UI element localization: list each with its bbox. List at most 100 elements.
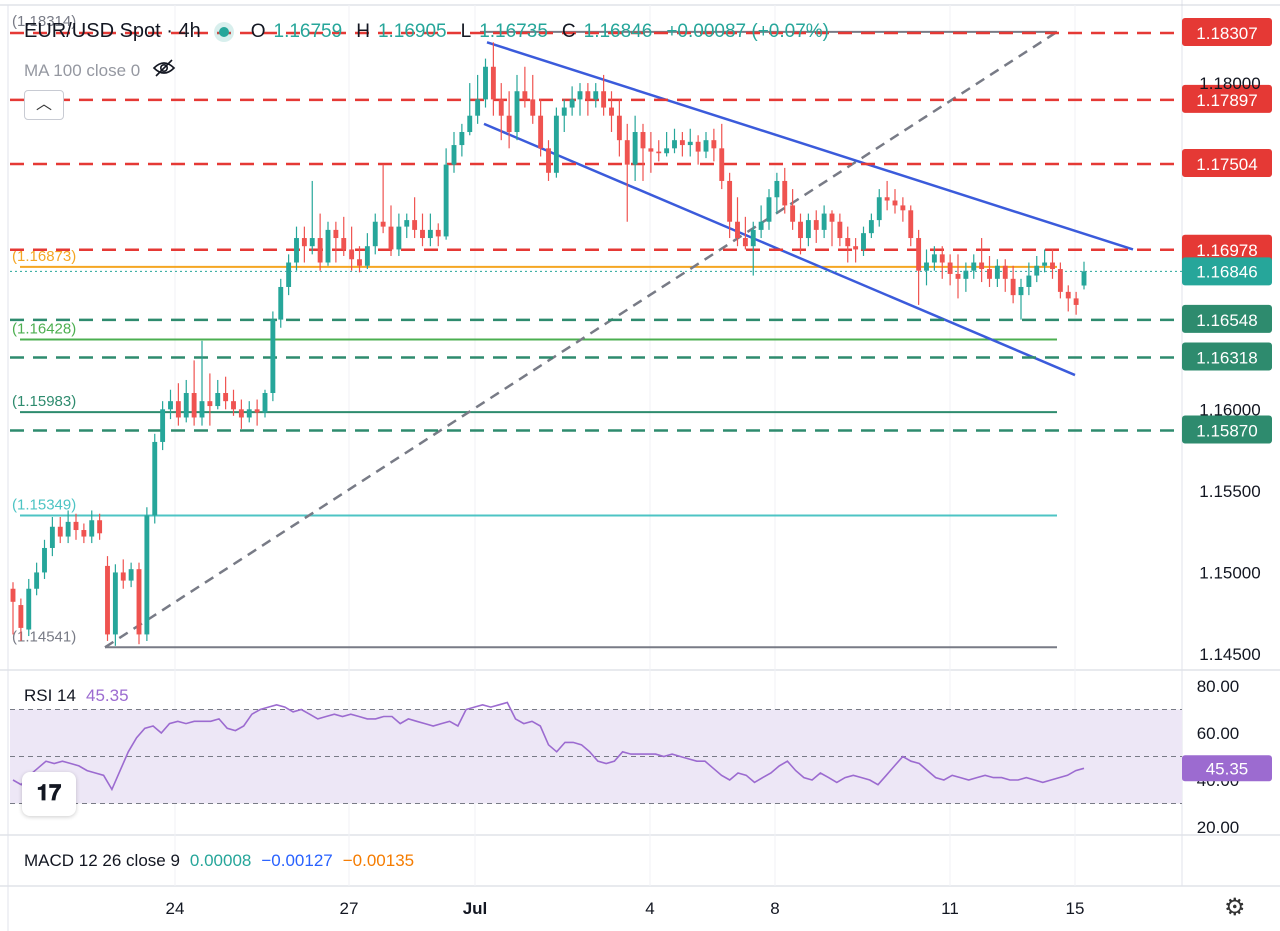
candle-body	[798, 221, 803, 239]
candle-body	[924, 262, 929, 271]
candle-body	[987, 269, 992, 279]
candle-body	[845, 238, 851, 247]
price-axis-tick: 1.14500	[1199, 645, 1260, 664]
low-value: 1.16735	[479, 20, 548, 42]
candle-body	[963, 270, 969, 279]
support-level-tag	[1182, 342, 1272, 371]
candle-body	[372, 221, 378, 247]
candle-body	[388, 226, 394, 250]
candle-body	[420, 229, 425, 239]
fib-level-label: (1.15349)	[12, 497, 76, 514]
symbol-header: EUR/USD Spot · 4h O 1.16759 H 1.16905 L 1.1…	[24, 20, 835, 43]
candle-body	[1002, 265, 1008, 279]
candle-body	[427, 229, 433, 239]
price-axis-tick: 1.15500	[1199, 482, 1260, 501]
candle-body	[223, 393, 229, 402]
time-axis-tick: 24	[166, 899, 185, 918]
rsi-legend[interactable]: RSI 14 45.35	[24, 686, 129, 706]
candle-body	[664, 148, 670, 154]
candle-body	[939, 254, 945, 263]
candle-body	[553, 115, 559, 173]
candle-body	[1034, 265, 1040, 276]
candle-body	[34, 572, 40, 589]
candle-body	[994, 265, 1000, 279]
candle-body	[908, 210, 914, 239]
rsi-axis-tick: 20.00	[1197, 818, 1240, 837]
chevron-up-icon: ︿	[35, 96, 52, 113]
settings-icon[interactable]: ⚙	[1224, 894, 1246, 921]
candle-body	[884, 197, 890, 201]
candle-body	[711, 140, 717, 149]
candle-body	[199, 401, 205, 418]
resistance-level-tag	[1182, 148, 1272, 177]
candle-body	[530, 99, 536, 116]
candle-body	[57, 526, 63, 537]
market-status-icon	[218, 26, 229, 37]
eye-off-icon[interactable]	[152, 58, 176, 83]
candle-body	[175, 401, 181, 418]
rsi-axis-tick: 80.00	[1197, 677, 1240, 696]
candle-body	[758, 221, 764, 230]
candle-body	[727, 180, 733, 222]
candle-body	[168, 401, 173, 410]
candle-body	[254, 409, 260, 413]
candle-body	[971, 262, 977, 271]
time-axis-tick: 15	[1066, 899, 1085, 918]
candle-body	[616, 115, 622, 141]
candle-body	[325, 229, 331, 263]
candle-body	[695, 141, 701, 152]
candle-body	[916, 238, 922, 271]
rsi-axis-tick: 60.00	[1197, 724, 1240, 743]
candle-body	[632, 132, 638, 165]
candle-body	[341, 238, 347, 250]
collapse-indicators-button[interactable]: ︿	[24, 90, 64, 120]
candle-body	[719, 148, 725, 181]
candle-body	[294, 238, 299, 263]
candle-body	[81, 530, 87, 537]
low-label: L	[460, 20, 472, 42]
tradingview-logo-icon[interactable]: 𝟏𝟕	[22, 772, 76, 816]
candle-body	[105, 565, 110, 635]
candle-body	[790, 205, 796, 222]
candle-body	[498, 99, 504, 116]
high-value: 1.16905	[377, 20, 447, 42]
candle-body	[183, 393, 189, 418]
candle-body	[861, 233, 866, 250]
candle-body	[569, 99, 575, 108]
time-axis-tick: 11	[941, 899, 959, 918]
candle-body	[546, 148, 551, 173]
time-axis-tick: 27	[340, 899, 359, 918]
fib-level-label: (1.16873)	[12, 248, 76, 265]
rsi-value-tag	[1182, 755, 1272, 782]
macd-legend[interactable]: MACD 12 26 close 9 0.00008 −0.00127 −0.0013…	[24, 851, 414, 871]
candle-body	[1081, 271, 1087, 286]
candle-body	[231, 401, 236, 410]
candle-body	[577, 91, 583, 100]
candle-body	[609, 107, 614, 116]
ma-indicator-row[interactable]: MA 100 close 0	[24, 58, 176, 83]
candle-body	[774, 180, 780, 198]
high-label: H	[356, 20, 370, 42]
candle-body	[506, 115, 512, 133]
symbol-title[interactable]: EUR/USD Spot · 4h	[24, 20, 201, 42]
trend-line	[104, 30, 1058, 649]
macd-line-value: −0.00127	[261, 851, 333, 870]
support-level-label: 1.16318	[1196, 348, 1257, 367]
candle-body	[829, 213, 835, 222]
candle-body	[782, 180, 788, 206]
candle-body	[490, 66, 496, 100]
candle-body	[624, 140, 630, 165]
candle-body	[65, 521, 71, 537]
candle-body	[112, 572, 118, 635]
macd-histogram-value: 0.00008	[189, 851, 252, 870]
candle-body	[679, 140, 685, 146]
candle-body	[443, 164, 449, 237]
time-axis-tick: 4	[645, 899, 654, 918]
candle-body	[333, 229, 339, 239]
candle-body	[301, 238, 307, 247]
candle-body	[1057, 269, 1063, 292]
candle-body	[73, 521, 79, 531]
candle-body	[656, 151, 662, 154]
candle-body	[309, 238, 315, 247]
